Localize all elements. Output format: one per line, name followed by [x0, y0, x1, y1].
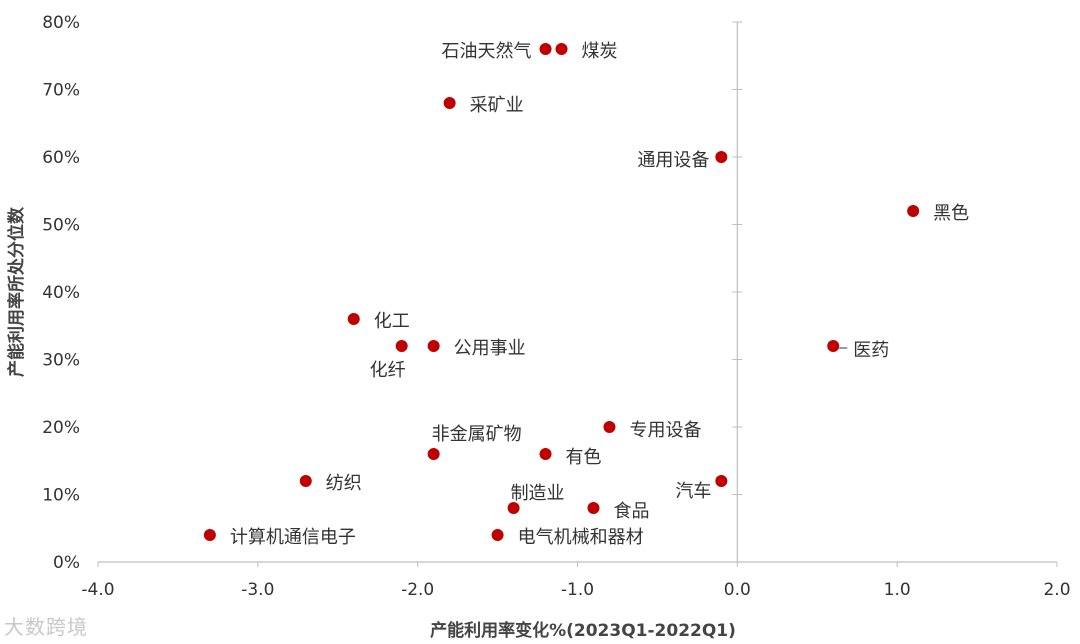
x-tick-label: -1.0: [561, 580, 594, 600]
point-label: 食品: [613, 501, 649, 522]
y-tick-label: 30%: [42, 351, 80, 371]
y-tick-label: 10%: [42, 486, 80, 506]
point-label: 石油天然气: [442, 41, 532, 62]
point-label: 有色: [566, 447, 602, 468]
y-tick-label: 0%: [53, 553, 80, 573]
point-label: 纺织: [326, 473, 362, 494]
x-tick-label: -3.0: [241, 580, 274, 600]
x-tick-label: 2.0: [1043, 580, 1070, 600]
y-tick-label: 20%: [42, 418, 80, 438]
data-point: [907, 205, 920, 217]
data-point: [427, 340, 440, 352]
data-points: [203, 43, 920, 541]
data-point: [539, 448, 552, 460]
axes: [97, 21, 1058, 567]
point-label: 通用设备: [637, 150, 709, 171]
point-label: 采矿业: [470, 95, 524, 116]
data-point: [395, 340, 408, 352]
point-label: 黑色: [933, 203, 969, 224]
data-point: [827, 340, 840, 352]
y-tick-label: 70%: [42, 81, 80, 101]
point-label: 计算机通信电子: [230, 527, 356, 548]
point-label: 医药: [853, 340, 889, 361]
point-label: 非金属矿物: [432, 424, 522, 445]
data-point: [507, 502, 520, 514]
y-tick-label: 60%: [42, 148, 80, 168]
point-label: 煤炭: [582, 41, 618, 62]
point-label: 制造业: [511, 483, 565, 504]
data-point: [347, 313, 360, 325]
data-point: [715, 151, 728, 163]
x-axis-title: 产能利用率变化%(2023Q1-2022Q1): [430, 620, 736, 641]
x-tick-label: -4.0: [81, 580, 114, 600]
data-point: [443, 97, 456, 109]
data-point: [587, 502, 600, 514]
y-axis-title: 产能利用率所处分位数: [6, 206, 27, 377]
point-label: 汽车: [675, 481, 711, 502]
x-tick-label: -2.0: [401, 580, 434, 600]
data-point: [427, 448, 440, 460]
data-point: [491, 529, 504, 541]
data-point: [715, 475, 728, 487]
point-label: 专用设备: [629, 420, 701, 441]
data-point: [299, 475, 312, 487]
y-tick-label: 50%: [42, 216, 80, 236]
x-tick-label: 1.0: [884, 580, 911, 600]
point-label: 化工: [374, 311, 410, 332]
tick-labels: -4.0 -3.0 -2.0 -1.0 0.0 1.0 2.0 0% 10% 20% 30% 40% 5…: [42, 13, 1070, 600]
point-label: 电气机械和器材: [518, 527, 644, 548]
x-tick-label: 0.0: [724, 580, 751, 600]
data-point: [203, 529, 216, 541]
y-tick-label: 40%: [42, 283, 80, 303]
point-label: 化纤: [370, 360, 406, 381]
data-point: [555, 43, 568, 55]
point-label: 公用事业: [454, 338, 526, 359]
y-tick-label: 80%: [42, 13, 80, 33]
watermark: 大数跨境: [4, 615, 88, 639]
data-point: [603, 421, 616, 433]
data-point: [539, 43, 552, 55]
